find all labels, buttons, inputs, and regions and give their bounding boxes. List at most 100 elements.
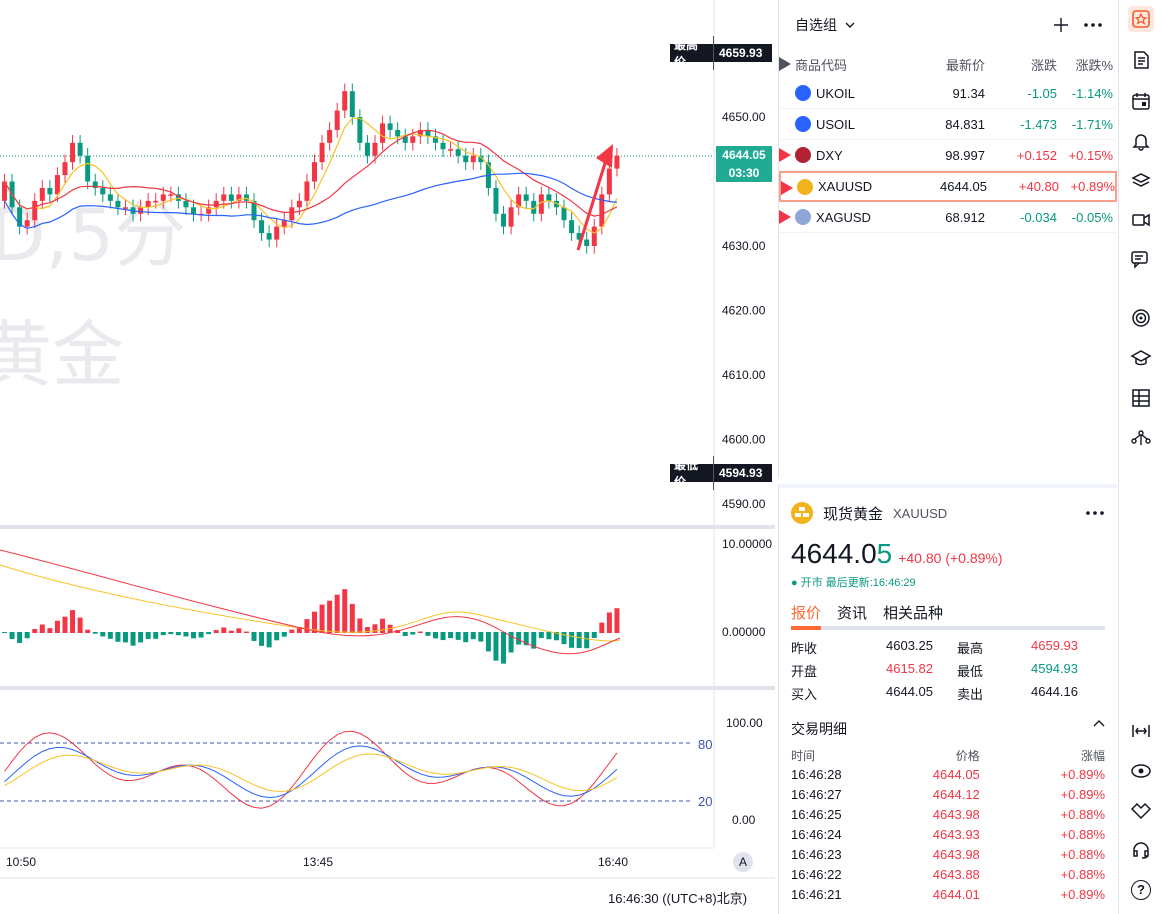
macd-bar — [228, 630, 234, 633]
row-last: 4644.05 — [940, 179, 987, 194]
candle-body — [259, 220, 265, 234]
candle-body — [138, 207, 144, 214]
macd-bar — [24, 632, 30, 639]
watchlist-group-selector[interactable]: 自选组 — [795, 15, 855, 35]
education-cap-icon[interactable] — [1128, 345, 1154, 371]
target-icon[interactable] — [1128, 305, 1154, 331]
high-price-value: 4659.93 — [719, 46, 763, 60]
row-pct: -1.71% — [1071, 116, 1113, 132]
time-tick-label: 13:45 — [303, 855, 333, 869]
stat-key: 最低 — [957, 664, 984, 679]
stat-value: 4603.25 — [886, 638, 933, 653]
watchlist-row[interactable]: USOIL 84.831 -1.473 -1.71% — [779, 109, 1117, 140]
candle-body — [54, 175, 60, 195]
flag-icon — [779, 57, 791, 71]
macd-bar — [221, 627, 227, 633]
time-tick-label: 10:50 — [6, 855, 36, 869]
tab-related[interactable]: 相关品种 — [883, 605, 944, 622]
handshake-icon[interactable] — [1128, 797, 1154, 823]
flag-icon[interactable] — [779, 210, 791, 224]
row-pct: +0.89% — [1070, 179, 1115, 194]
eye-icon[interactable] — [1128, 758, 1154, 784]
network-icon[interactable] — [1128, 424, 1154, 450]
help-icon[interactable]: ? — [1128, 877, 1154, 903]
detail-stats: 昨收 4603.25 最高 4659.93 开盘 4615.82 最低 4594.93 买入 46… — [779, 630, 1117, 703]
watchlist-star-icon[interactable] — [1128, 6, 1154, 32]
candle-body — [342, 91, 348, 111]
flag-icon[interactable] — [779, 148, 791, 162]
col-symbol[interactable]: 商品代码 — [795, 57, 848, 73]
stat-key: 最高 — [957, 641, 984, 656]
ruler-icon[interactable] — [1128, 718, 1154, 744]
macd-bar — [576, 632, 582, 648]
macd-bar — [304, 619, 310, 633]
candle-body — [304, 181, 310, 201]
candle-body — [523, 194, 529, 201]
watchlist-row[interactable]: DXY 98.997 +0.152 +0.15% — [779, 140, 1117, 171]
current-price-value: 4644.05 — [722, 148, 766, 162]
watchlist-row[interactable]: UKOIL 91.34 -1.05 -1.14% — [779, 78, 1117, 109]
macd-bar — [122, 632, 128, 643]
candle-body — [561, 207, 567, 221]
watchlist-columns: 商品代码 最新价 涨跌 涨跌% — [779, 50, 1117, 78]
price-tick-label: 4620.00 — [722, 304, 766, 318]
candle-body — [107, 194, 113, 201]
detail-more-icon[interactable] — [1085, 505, 1105, 521]
watchlist-row[interactable]: XAUUSD 4644.05 +40.80 +0.89% — [779, 171, 1117, 202]
table-icon[interactable] — [1128, 385, 1154, 411]
plus-icon[interactable] — [1053, 17, 1069, 33]
watchlist-row[interactable]: XAGUSD 68.912 -0.034 -0.05% — [779, 202, 1117, 233]
macd-bar — [357, 618, 363, 633]
detail-price: 4644.05 +40.80 (+0.89%) — [779, 538, 1117, 570]
chevron-up-icon[interactable] — [1093, 719, 1105, 727]
macd-bar — [440, 632, 446, 641]
macd-bar — [485, 632, 491, 652]
news-document-icon[interactable] — [1128, 47, 1154, 73]
symbol-logo-icon — [795, 147, 811, 163]
tab-news[interactable]: 资讯 — [837, 605, 868, 622]
auto-scale-button[interactable]: A — [733, 852, 753, 872]
clock-timezone[interactable]: 16:46:30 ((UTC+8)北京) — [608, 891, 748, 906]
candle-body — [175, 194, 181, 201]
alert-bell-icon[interactable] — [1128, 128, 1154, 154]
chat-icon[interactable] — [1128, 247, 1154, 273]
candle-body — [153, 200, 159, 203]
chart-area[interactable]: D,5分 黄金 4650.00 4630.00 4620.00 4610.00 4600.0… — [0, 0, 775, 914]
candle-body — [591, 226, 597, 246]
ma-slow-line — [3, 172, 617, 229]
watchlist-rows: UKOIL 91.34 -1.05 -1.14% USOIL 84.831 -1.473 -1… — [779, 78, 1117, 233]
headset-icon[interactable] — [1128, 837, 1154, 863]
macd-bar — [138, 632, 144, 643]
candle-body — [576, 233, 582, 240]
price-tick-label: 4610.00 — [722, 368, 766, 382]
row-last: 84.831 — [945, 116, 985, 132]
layers-icon[interactable] — [1128, 168, 1154, 194]
candle-body — [432, 136, 438, 143]
calendar-icon[interactable] — [1128, 88, 1154, 114]
osc-j-line — [4, 753, 618, 792]
stat-value: 4644.05 — [886, 684, 933, 699]
candle-body — [251, 200, 257, 221]
video-icon[interactable] — [1128, 207, 1154, 233]
macd-bar — [425, 632, 431, 636]
col-change[interactable]: 涨跌 — [1030, 57, 1057, 73]
row-last: 68.912 — [945, 209, 985, 225]
watchlist-panel: 自选组 商品代码 最新价 涨跌 涨跌% UKOIL 91.34 -1.05 -1.14… — [778, 0, 1117, 478]
candle-body — [470, 155, 476, 163]
detail-code: XAUUSD — [893, 505, 948, 521]
tab-quote[interactable]: 报价 — [791, 605, 822, 622]
trade-row: 16:46:24 4643.93 +0.88% — [791, 824, 1105, 844]
macd-bar — [70, 610, 76, 633]
flag-icon[interactable] — [781, 181, 793, 195]
row-symbol: USOIL — [816, 116, 856, 132]
col-last[interactable]: 最新价 — [945, 57, 985, 73]
macd-bar — [85, 629, 91, 633]
price-tick-label: 4630.00 — [722, 239, 766, 253]
macd-bar — [266, 632, 272, 648]
candle-body — [516, 194, 522, 208]
col-pct[interactable]: 涨跌% — [1075, 57, 1113, 73]
detail-change: +40.80 (+0.89%) — [898, 550, 1003, 566]
macd-bar — [145, 632, 151, 639]
more-icon[interactable] — [1083, 17, 1103, 33]
